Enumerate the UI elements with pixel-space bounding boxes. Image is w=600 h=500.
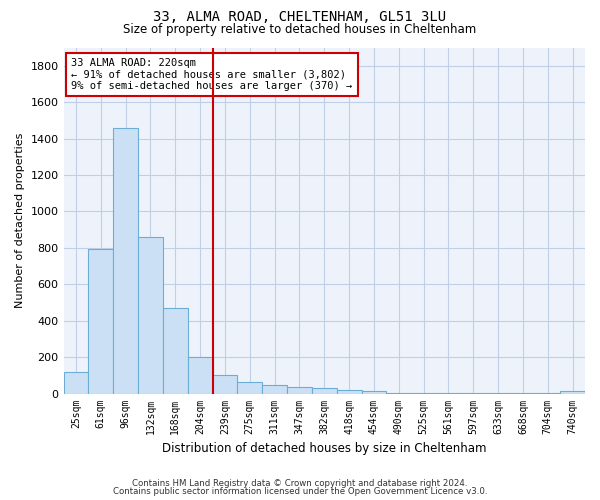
Bar <box>337 390 362 394</box>
Bar <box>287 387 312 394</box>
Text: 33, ALMA ROAD, CHELTENHAM, GL51 3LU: 33, ALMA ROAD, CHELTENHAM, GL51 3LU <box>154 10 446 24</box>
Bar <box>262 386 287 394</box>
Y-axis label: Number of detached properties: Number of detached properties <box>15 133 25 308</box>
Bar <box>411 392 436 394</box>
X-axis label: Distribution of detached houses by size in Cheltenham: Distribution of detached houses by size … <box>162 442 487 455</box>
Bar <box>138 237 163 394</box>
Bar <box>436 393 461 394</box>
Bar <box>64 372 88 394</box>
Bar <box>386 392 411 394</box>
Bar <box>113 128 138 394</box>
Bar <box>560 391 585 394</box>
Text: Contains HM Land Registry data © Crown copyright and database right 2024.: Contains HM Land Registry data © Crown c… <box>132 478 468 488</box>
Bar <box>163 308 188 394</box>
Bar <box>188 357 212 394</box>
Text: 33 ALMA ROAD: 220sqm
← 91% of detached houses are smaller (3,802)
9% of semi-det: 33 ALMA ROAD: 220sqm ← 91% of detached h… <box>71 58 353 91</box>
Bar <box>312 388 337 394</box>
Bar <box>88 249 113 394</box>
Bar <box>362 391 386 394</box>
Bar <box>238 382 262 394</box>
Bar <box>212 376 238 394</box>
Text: Size of property relative to detached houses in Cheltenham: Size of property relative to detached ho… <box>124 22 476 36</box>
Text: Contains public sector information licensed under the Open Government Licence v3: Contains public sector information licen… <box>113 487 487 496</box>
